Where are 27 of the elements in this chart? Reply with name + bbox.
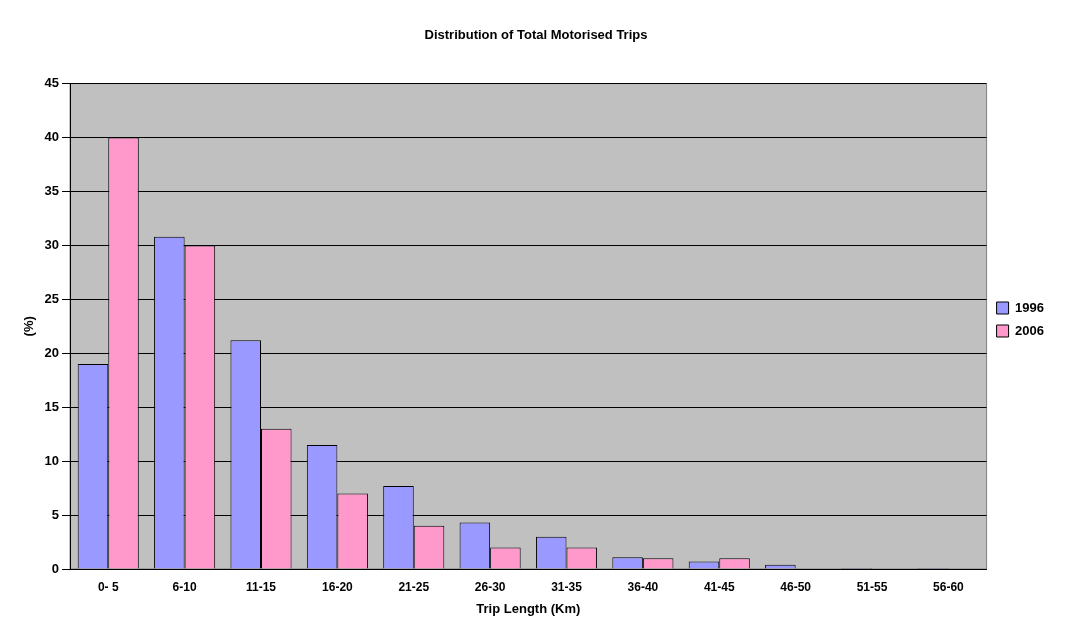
x-tick-label: 51-55 (856, 579, 888, 594)
x-tick-label: 16-20 (322, 579, 354, 594)
x-axis-title: Trip Length (Km) (476, 600, 581, 616)
x-tick-label: 56-60 (933, 579, 965, 594)
x-tick-label: 31-35 (551, 579, 583, 594)
x-tick-label: 46-50 (780, 579, 812, 594)
y-tick-label: 45 (44, 75, 60, 91)
legend-label: 1996 (1015, 299, 1044, 315)
legend-label: 2006 (1015, 322, 1044, 338)
y-tick-label: 10 (44, 452, 60, 468)
y-tick-label: 15 (44, 398, 60, 414)
y-tick-label: 0 (51, 560, 60, 576)
y-axis-title: (%) (21, 316, 37, 337)
x-tick-label: 6-10 (172, 579, 197, 594)
x-tick-label: 26-30 (474, 579, 506, 594)
x-tick-label: 0- 5 (97, 579, 119, 594)
y-tick-label: 25 (44, 290, 60, 306)
x-tick-label: 11-15 (245, 579, 277, 594)
y-tick-label: 35 (44, 183, 60, 199)
x-tick-label: 41-45 (703, 579, 735, 594)
y-tick-label: 30 (44, 236, 60, 252)
chart-title: Distribution of Total Motorised Trips (424, 27, 648, 43)
x-tick-label: 21-25 (398, 579, 430, 594)
x-tick-label: 36-40 (627, 579, 659, 594)
y-tick-label: 5 (51, 506, 60, 522)
y-tick-label: 20 (44, 344, 60, 360)
y-tick-label: 40 (44, 129, 60, 145)
